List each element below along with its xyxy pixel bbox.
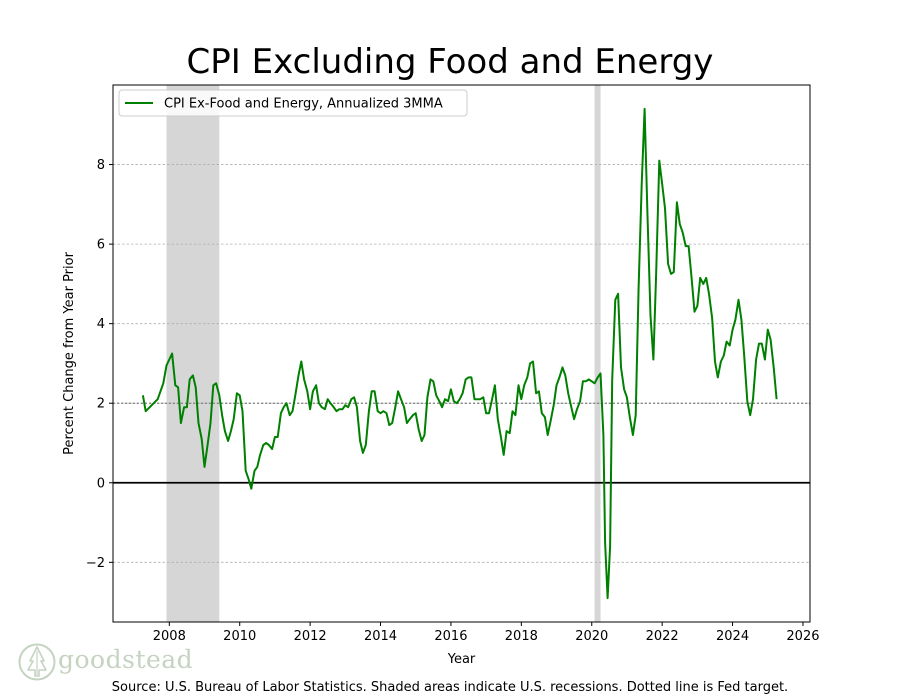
- y-tick-label: 0: [97, 476, 105, 491]
- y-tick-label: −2: [86, 556, 105, 571]
- y-tick-label: 2: [97, 397, 105, 412]
- source-note: Source: U.S. Bureau of Labor Statistics.…: [111, 680, 789, 695]
- recession-shade: [594, 85, 601, 622]
- x-tick-label: 2016: [434, 629, 467, 644]
- x-axis-label: Year: [447, 652, 476, 667]
- logo-text: goodstead: [58, 645, 194, 674]
- y-tick-label: 4: [97, 317, 105, 332]
- legend-label: CPI Ex-Food and Energy, Annualized 3MMA: [164, 97, 443, 112]
- x-tick-label: 2008: [153, 629, 186, 644]
- y-axis-label: Percent Change from Year Prior: [62, 251, 77, 455]
- legend-box: [118, 89, 468, 117]
- x-tick-label: 2024: [716, 629, 749, 644]
- series-line: [141, 107, 778, 600]
- x-tick-label: 2022: [646, 629, 679, 644]
- x-tick-label: 2012: [294, 629, 327, 644]
- x-tick-label: 2026: [786, 629, 819, 644]
- y-tick-label: 6: [97, 238, 105, 253]
- x-tick-label: 2014: [364, 629, 397, 644]
- y-tick-label: 8: [97, 158, 105, 173]
- chart-title: CPI Excluding Food and Energy: [186, 42, 714, 82]
- x-tick-label: 2018: [505, 629, 538, 644]
- plot-frame: [112, 84, 811, 623]
- x-tick-label: 2010: [223, 629, 256, 644]
- goodstead-logo: goodstead: [18, 641, 193, 685]
- tree-icon: [18, 643, 56, 681]
- recession-shade: [166, 85, 220, 622]
- x-tick-label: 2020: [575, 629, 608, 644]
